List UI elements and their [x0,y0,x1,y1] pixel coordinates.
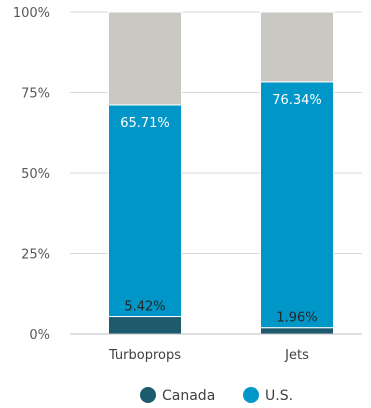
y-tick-label: 100% [13,6,50,21]
legend-label: U.S. [265,388,293,404]
y-tick-label: 0% [29,328,50,343]
bars [108,11,334,335]
data-label: 65.71% [120,116,170,131]
bar-segment [260,327,334,335]
category-label: Turboprops [108,348,181,363]
bar-segment [108,104,182,318]
y-tick-label: 50% [21,167,50,182]
data-labels: 5.42% 65.71% 1.96% 76.34% [120,93,322,326]
y-tick-label: 25% [21,248,50,263]
bar-segment [108,316,182,335]
x-axis: Turboprops Jets [70,333,362,363]
legend-label: Canada [162,388,215,404]
category-label: Jets [284,348,309,363]
y-tick-label: 75% [21,87,50,102]
data-label: 1.96% [276,311,317,326]
legend-marker [140,387,156,403]
bar-segment [260,11,334,83]
data-label: 5.42% [124,300,165,315]
legend-marker [243,387,259,403]
legend: Canada U.S. [140,387,293,404]
data-label: 76.34% [272,93,322,108]
bar-segment [260,81,334,329]
bar-segment [108,11,182,106]
y-axis: 0% 25% 50% 75% 100% [13,6,50,343]
